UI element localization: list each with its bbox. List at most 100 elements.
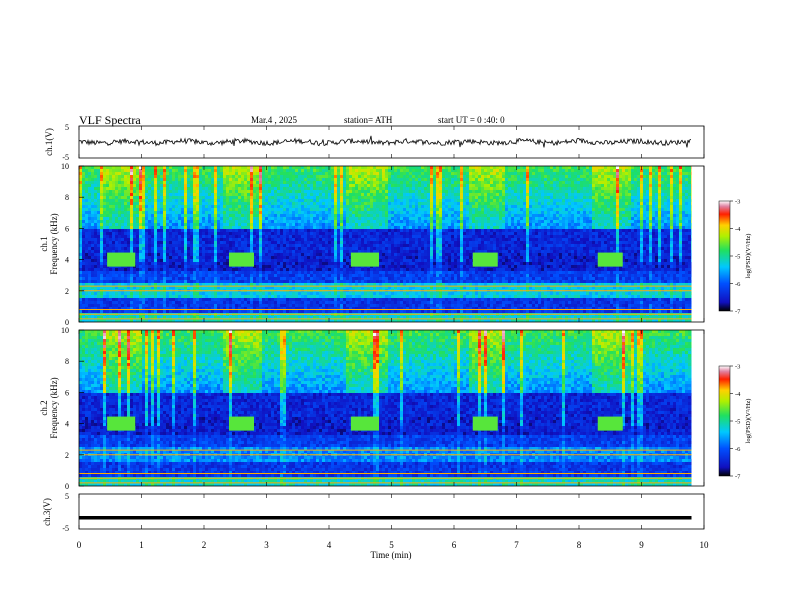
spectrogram-cell <box>214 292 217 295</box>
date-label: Mar.4 , 2025 <box>251 115 297 125</box>
spectrogram-cell <box>91 199 94 202</box>
spectrogram-cell <box>214 253 217 256</box>
spectrogram-cell <box>100 193 103 196</box>
spectrogram-cell <box>79 178 82 181</box>
spectrogram-cell <box>97 274 100 277</box>
spectrogram-cell <box>85 196 88 199</box>
spectrogram-cell <box>262 259 265 262</box>
spectrogram-cell <box>100 319 103 322</box>
spectrogram-cell <box>331 172 334 175</box>
spectrogram-cell <box>301 223 304 226</box>
spectrogram-cell <box>292 235 295 238</box>
spectrogram-cell <box>355 292 358 295</box>
spectrogram-cell <box>241 274 244 277</box>
spectrogram-cell <box>223 166 226 169</box>
spectrogram-cell <box>229 304 232 307</box>
spectrogram-cell <box>238 301 241 304</box>
spectrogram-cell <box>343 277 346 280</box>
spectrogram-cell <box>274 190 277 193</box>
spectrogram-cell <box>268 244 271 247</box>
spectrogram-cell <box>190 316 193 319</box>
spectrogram-cell <box>289 202 292 205</box>
spectrogram-cell <box>286 241 289 244</box>
spectrogram-cell <box>190 268 193 271</box>
spectrogram-cell <box>196 316 199 319</box>
spectrogram-cell <box>334 217 337 220</box>
spectrogram-cell <box>346 280 349 283</box>
spectrogram-cell <box>79 265 82 268</box>
spectrogram-cell <box>229 301 232 304</box>
spectrogram-cell <box>292 253 295 256</box>
spectrogram-cell <box>343 211 346 214</box>
spectrogram-cell <box>181 199 184 202</box>
spectrogram-cell <box>337 301 340 304</box>
spectrogram-cell <box>322 214 325 217</box>
spectrogram-cell <box>244 235 247 238</box>
spectrogram-cell <box>199 247 202 250</box>
spectrogram-cell <box>256 211 259 214</box>
spectrogram-cell <box>160 217 163 220</box>
spectrogram-cell <box>364 283 367 286</box>
spectrogram-cell <box>220 199 223 202</box>
spectrogram-cell <box>184 202 187 205</box>
spectrogram-cell <box>244 280 247 283</box>
spectrogram-cell <box>259 271 262 274</box>
spectrogram-cell <box>289 283 292 286</box>
spectrogram-cell <box>127 193 130 196</box>
spectrogram-cell <box>328 223 331 226</box>
spectrogram-cell <box>259 244 262 247</box>
spectrogram-cell <box>322 184 325 187</box>
spectrogram-cell <box>334 190 337 193</box>
spectrogram-cell <box>232 187 235 190</box>
spectrogram-cell <box>127 280 130 283</box>
spectrogram-cell <box>238 298 241 301</box>
spectrogram-cell <box>337 262 340 265</box>
spectrogram-cell <box>361 214 364 217</box>
spectrogram-cell <box>154 223 157 226</box>
spectrogram-cell <box>238 286 241 289</box>
spectrogram-cell <box>226 310 229 313</box>
spectrogram-cell <box>343 265 346 268</box>
spectrogram-cell <box>91 244 94 247</box>
spectrogram-cell <box>259 223 262 226</box>
spectrogram-cell <box>130 274 133 277</box>
spectrogram-cell <box>313 256 316 259</box>
spectrogram-cell <box>304 211 307 214</box>
spectrogram-cell <box>229 277 232 280</box>
spectrogram-cell <box>205 202 208 205</box>
spectrogram-cell <box>283 202 286 205</box>
spectrogram-cell <box>166 172 169 175</box>
spectrogram-cell <box>271 283 274 286</box>
spectrogram-cell <box>85 316 88 319</box>
spectrogram-cell <box>346 244 349 247</box>
spectrogram-cell <box>343 262 346 265</box>
spectrogram-cell <box>349 199 352 202</box>
spectrogram-cell <box>361 310 364 313</box>
spectrogram-cell <box>178 196 181 199</box>
spectrogram-cell <box>259 256 262 259</box>
spectrogram-cell <box>310 271 313 274</box>
spectrogram-cell <box>139 235 142 238</box>
spectrogram-cell <box>355 211 358 214</box>
spectrogram-cell <box>97 226 100 229</box>
spectrogram-cell <box>349 187 352 190</box>
spectrogram-cell <box>154 193 157 196</box>
spectrogram-cell <box>226 202 229 205</box>
spectrogram-cell <box>172 274 175 277</box>
spectrogram-cell <box>349 307 352 310</box>
spectrogram-cell <box>340 262 343 265</box>
spectrogram-cell <box>133 193 136 196</box>
spectrogram-cell <box>226 235 229 238</box>
spectrogram-cell <box>202 235 205 238</box>
spectrogram-cell <box>226 184 229 187</box>
spectrogram-cell <box>91 268 94 271</box>
spectrogram-cell <box>142 241 145 244</box>
spectrogram-cell <box>193 199 196 202</box>
spectrogram-cell <box>301 196 304 199</box>
spectrogram-cell <box>304 175 307 178</box>
spectrogram-cell <box>178 319 181 322</box>
spectrogram-cell <box>250 217 253 220</box>
spectrogram-cell <box>196 232 199 235</box>
spectrogram-cell <box>340 232 343 235</box>
spectrogram-cell <box>334 187 337 190</box>
